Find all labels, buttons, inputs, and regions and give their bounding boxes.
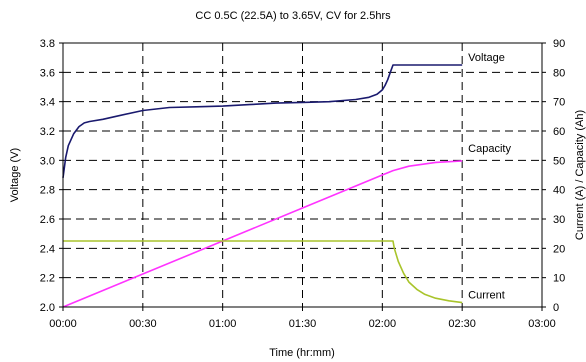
y2-tick-label: 30: [553, 214, 565, 226]
y-tick-label: 3.0: [40, 155, 55, 167]
y2-tick-label: 60: [553, 126, 565, 138]
y-tick-label: 3.6: [40, 67, 55, 79]
y-tick-label: 2.2: [40, 273, 55, 285]
y2-tick-label: 10: [553, 273, 565, 285]
series-label-current: Current: [468, 290, 505, 302]
y2-tick-label: 40: [553, 185, 565, 197]
plot-lines: [62, 64, 463, 308]
x-tick-label: 00:30: [129, 318, 157, 330]
grid: [63, 43, 542, 307]
y2-tick-label: 0: [553, 302, 559, 314]
y2-tick-label: 80: [553, 67, 565, 79]
series-label-capacity: Capacity: [468, 143, 511, 155]
y-tick-label: 2.8: [40, 185, 55, 197]
x-tick-label: 01:00: [209, 318, 237, 330]
x-tick-label: 00:00: [49, 318, 77, 330]
series-line-capacity: [62, 160, 463, 308]
y2-axis-title: Current (A) / Capacity (Ah): [574, 110, 586, 240]
y-tick-label: 2.6: [40, 214, 55, 226]
series-label-voltage: Voltage: [468, 52, 505, 64]
y-tick-label: 2.0: [40, 302, 55, 314]
y-tick-label: 3.2: [40, 126, 55, 138]
x-tick-label: 01:30: [289, 318, 317, 330]
x-axis-title: Time (hr:mm): [269, 347, 335, 359]
chart-title: CC 0.5C (22.5A) to 3.65V, CV for 2.5hrs: [195, 10, 391, 22]
y-tick-label: 2.4: [40, 243, 55, 255]
x-tick-label: 03:00: [528, 318, 556, 330]
y-tick-label: 3.4: [40, 97, 55, 109]
series-line-current: [63, 240, 463, 304]
ticks: 2.0 2.2 2.4 2.6 2.8 3.0 3.2 3.4 3.6 3.8 0 10 20 30 40 5…: [40, 38, 566, 330]
series-line-voltage: [62, 64, 463, 179]
series-labels: Voltage Capacity Current: [468, 52, 511, 302]
y-tick-label: 3.8: [40, 38, 55, 50]
y2-tick-label: 20: [553, 243, 565, 255]
x-tick-label: 02:00: [369, 318, 397, 330]
y2-tick-label: 70: [553, 97, 565, 109]
y-axis-title: Voltage (V): [9, 148, 21, 202]
y2-tick-label: 90: [553, 38, 565, 50]
y2-tick-label: 50: [553, 155, 565, 167]
x-tick-label: 02:30: [448, 318, 476, 330]
